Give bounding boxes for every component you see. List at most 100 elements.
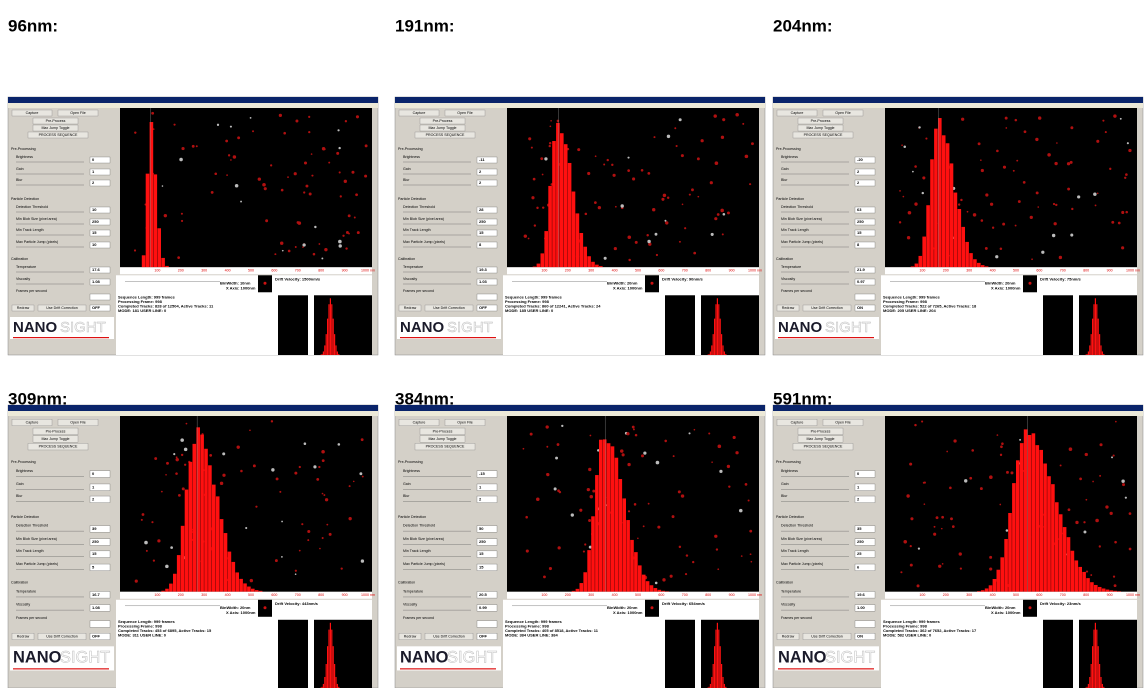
button-label[interactable]: Open File [457,421,473,425]
histogram-bar [1102,588,1106,591]
button-label[interactable]: Max Jump Toggle [41,437,69,441]
particle [154,457,157,460]
particle [587,172,590,175]
value-box[interactable] [90,294,110,300]
particle [344,180,347,183]
particle [1067,188,1070,191]
particle [305,185,308,188]
drift-button-label[interactable]: Use Drift Correction [433,306,465,310]
particle [925,138,927,140]
section-label: Particle Detection [398,197,426,201]
particle [176,458,179,461]
histogram-bar [583,572,587,592]
particle [652,208,655,211]
redraw-button-label[interactable]: Redraw [17,634,30,638]
particle [952,525,955,528]
particle [672,515,675,518]
redraw-button-label[interactable]: Redraw [782,306,795,310]
particle [557,120,560,123]
param-label: Max Particle Jump (pixels) [781,240,823,244]
particle [1015,119,1018,122]
histogram-bar [544,231,548,267]
button-label[interactable]: Max Jump Toggle [806,437,834,441]
button-label[interactable]: Max Jump Toggle [428,126,456,130]
param-label: Detection Threshold [403,524,435,528]
button-label[interactable]: Max Jump Toggle [806,126,834,130]
button-label[interactable]: Open File [457,111,473,115]
axis-tick-label: 900 [1107,269,1113,273]
app-window: Capture Open File Pre-Process Max Jump Togg… [773,405,1143,688]
button-label[interactable]: Capture [791,421,804,425]
axis-tick-label: 1000 nm [748,593,762,597]
axis-tick-label: 700 [682,593,688,597]
button-label[interactable]: Capture [26,421,39,425]
param-value: 250 [92,539,99,544]
particle [318,243,320,245]
stat-line: MODE: 311 USER LINE: 0 [118,632,167,637]
thumb-bar [326,664,327,688]
thumb-bar [323,351,324,355]
button-label[interactable]: PROCESS SEQUENCE [39,445,78,449]
value-box[interactable] [855,294,875,300]
param-label: Temperature [781,589,801,593]
particle [627,157,629,159]
drift-button-label[interactable]: Use Drift Correction [46,306,78,310]
axis-tick-label: 800 [1083,593,1089,597]
button-label[interactable]: Open File [835,421,851,425]
redraw-button-label[interactable]: Redraw [782,634,795,638]
value-box[interactable] [90,621,110,628]
button-label[interactable]: Pre-Process [811,429,831,433]
redraw-button-label[interactable]: Redraw [404,306,417,310]
particle [708,432,710,434]
menu-bar [395,103,765,108]
particle [540,157,543,160]
drift-button-label[interactable]: Use Drift Correction [46,634,78,638]
button-label[interactable]: Capture [413,111,426,115]
drift-button-label[interactable]: Use Drift Correction [433,634,465,638]
button-label[interactable]: Open File [70,421,86,425]
particle [217,124,219,126]
param-label: Gain [403,167,411,171]
button-label[interactable]: Open File [70,111,86,115]
particle [577,148,580,151]
button-label[interactable]: Capture [791,111,804,115]
particle [914,202,917,205]
particle [681,154,684,157]
button-label[interactable]: PROCESS SEQUENCE [804,133,843,137]
button-label[interactable]: PROCESS SEQUENCE [39,133,78,137]
value-box[interactable] [477,294,497,300]
drift-button-label[interactable]: Use Drift Correction [811,634,843,638]
redraw-button-label[interactable]: Redraw [404,634,417,638]
redraw-button-label[interactable]: Redraw [17,306,30,310]
particle [714,535,717,538]
button-label[interactable]: Capture [26,111,39,115]
particle [165,474,167,476]
particle [1055,204,1057,206]
particle [275,559,278,562]
value-box[interactable] [477,621,497,628]
button-label[interactable]: Max Jump Toggle [41,126,69,130]
particle [250,579,253,582]
button-label[interactable]: Pre-Process [46,429,66,433]
button-label[interactable]: Open File [835,111,851,115]
thumb-hist [1079,295,1137,355]
particle [960,567,962,569]
button-label[interactable]: PROCESS SEQUENCE [804,445,843,449]
particle [1002,223,1005,226]
button-label[interactable]: Pre-Process [46,119,66,123]
histogram-bar [607,443,611,592]
button-label[interactable]: Capture [413,421,426,425]
button-label[interactable]: PROCESS SEQUENCE [426,133,465,137]
histogram-bar [626,520,630,592]
particle [990,203,993,206]
value-box[interactable] [855,621,875,628]
thumb-bar [711,677,712,688]
button-label[interactable]: PROCESS SEQUENCE [426,445,465,449]
button-label[interactable]: Pre-Process [433,429,453,433]
particle [555,457,558,460]
button-label[interactable]: Max Jump Toggle [428,437,456,441]
drift-button-label[interactable]: Use Drift Correction [811,306,843,310]
button-label[interactable]: Pre-Process [811,119,831,123]
histogram-bar [946,143,950,267]
button-label[interactable]: Pre-Process [433,119,453,123]
